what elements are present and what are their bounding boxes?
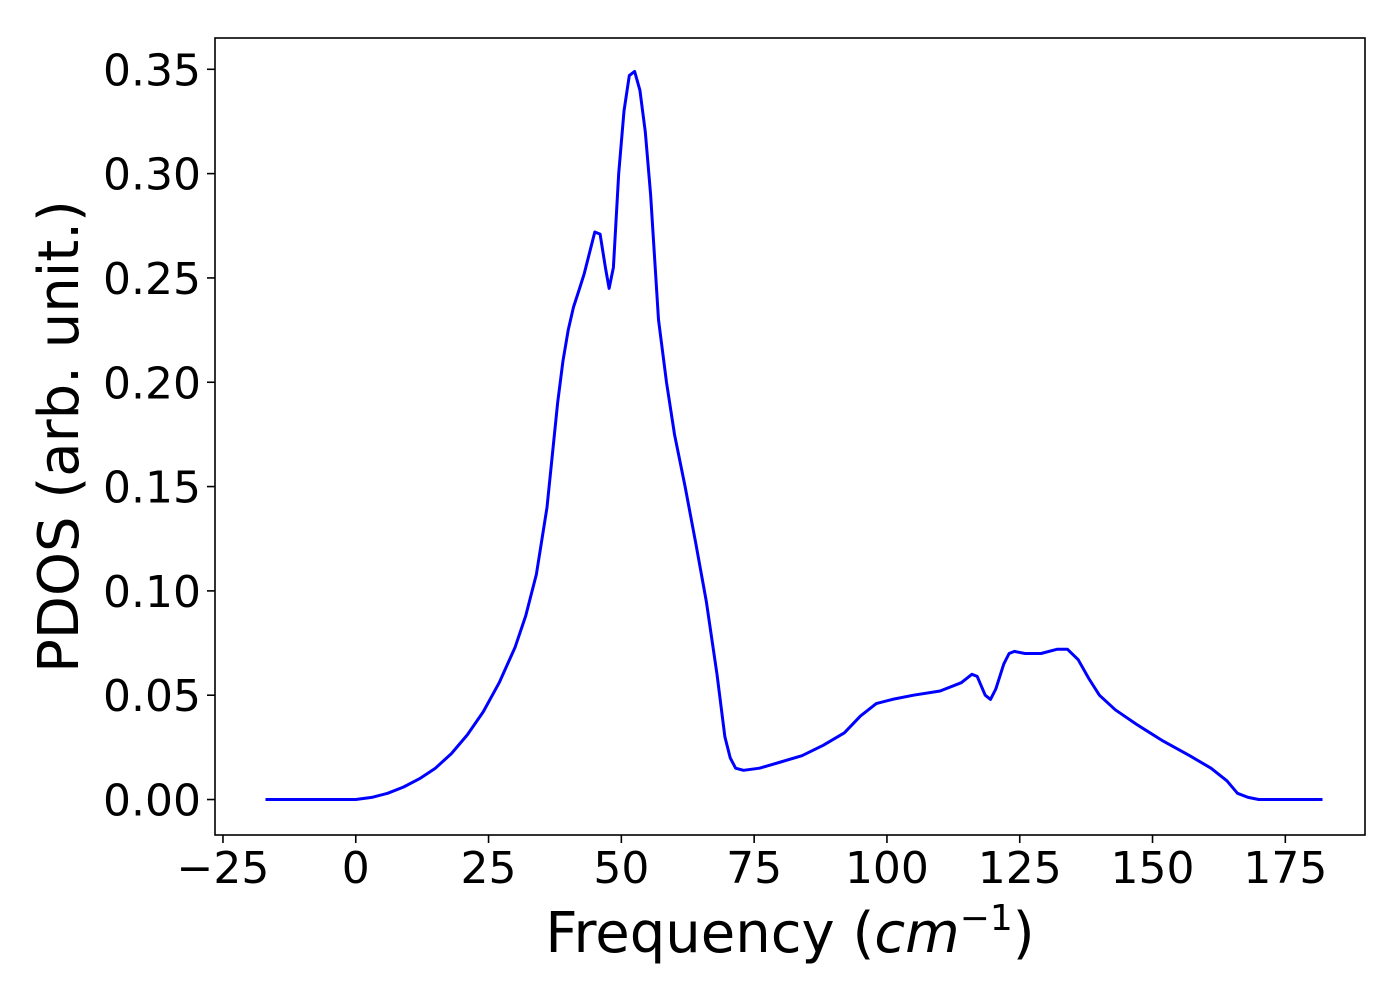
y-axis-label: PDOS (arb. unit.) (27, 200, 92, 673)
x-tick-label: 75 (726, 843, 782, 894)
x-axis-label-unit: cm (874, 901, 959, 966)
x-axis-label: Frequency (cm−1) (545, 898, 1034, 966)
x-axis-label-main: Frequency ( (545, 901, 874, 966)
y-tick-label: 0.05 (103, 671, 201, 722)
x-tick-label: 25 (461, 843, 517, 894)
x-tick-label: 100 (845, 843, 929, 894)
y-tick-label: 0.30 (103, 150, 201, 201)
x-tick-label: 150 (1111, 843, 1195, 894)
y-tick-label: 0.00 (103, 776, 201, 827)
y-tick-label: 0.15 (103, 463, 201, 514)
plot-area (214, 37, 1366, 836)
y-tick-label: 0.25 (103, 254, 201, 305)
x-tick-label: 125 (978, 843, 1062, 894)
x-tick-label: −25 (177, 843, 270, 894)
x-axis-ticks: −25 0 25 50 75 100 125 150 175 (177, 835, 1327, 894)
y-tick-label: 0.35 (103, 45, 201, 96)
x-tick-label: 175 (1243, 843, 1327, 894)
x-axis-label-sup: −1 (960, 898, 1013, 939)
x-tick-label: 0 (342, 843, 370, 894)
y-tick-label: 0.10 (103, 567, 201, 618)
plot-frame (214, 37, 1366, 836)
y-axis-ticks: 0.00 0.05 0.10 0.15 0.20 0.25 0.30 0.35 (103, 45, 215, 827)
pdos-series-line (265, 69, 1323, 801)
y-tick-label: 0.20 (103, 358, 201, 409)
x-tick-label: 50 (593, 843, 649, 894)
x-axis-label-close: ) (1013, 901, 1035, 966)
